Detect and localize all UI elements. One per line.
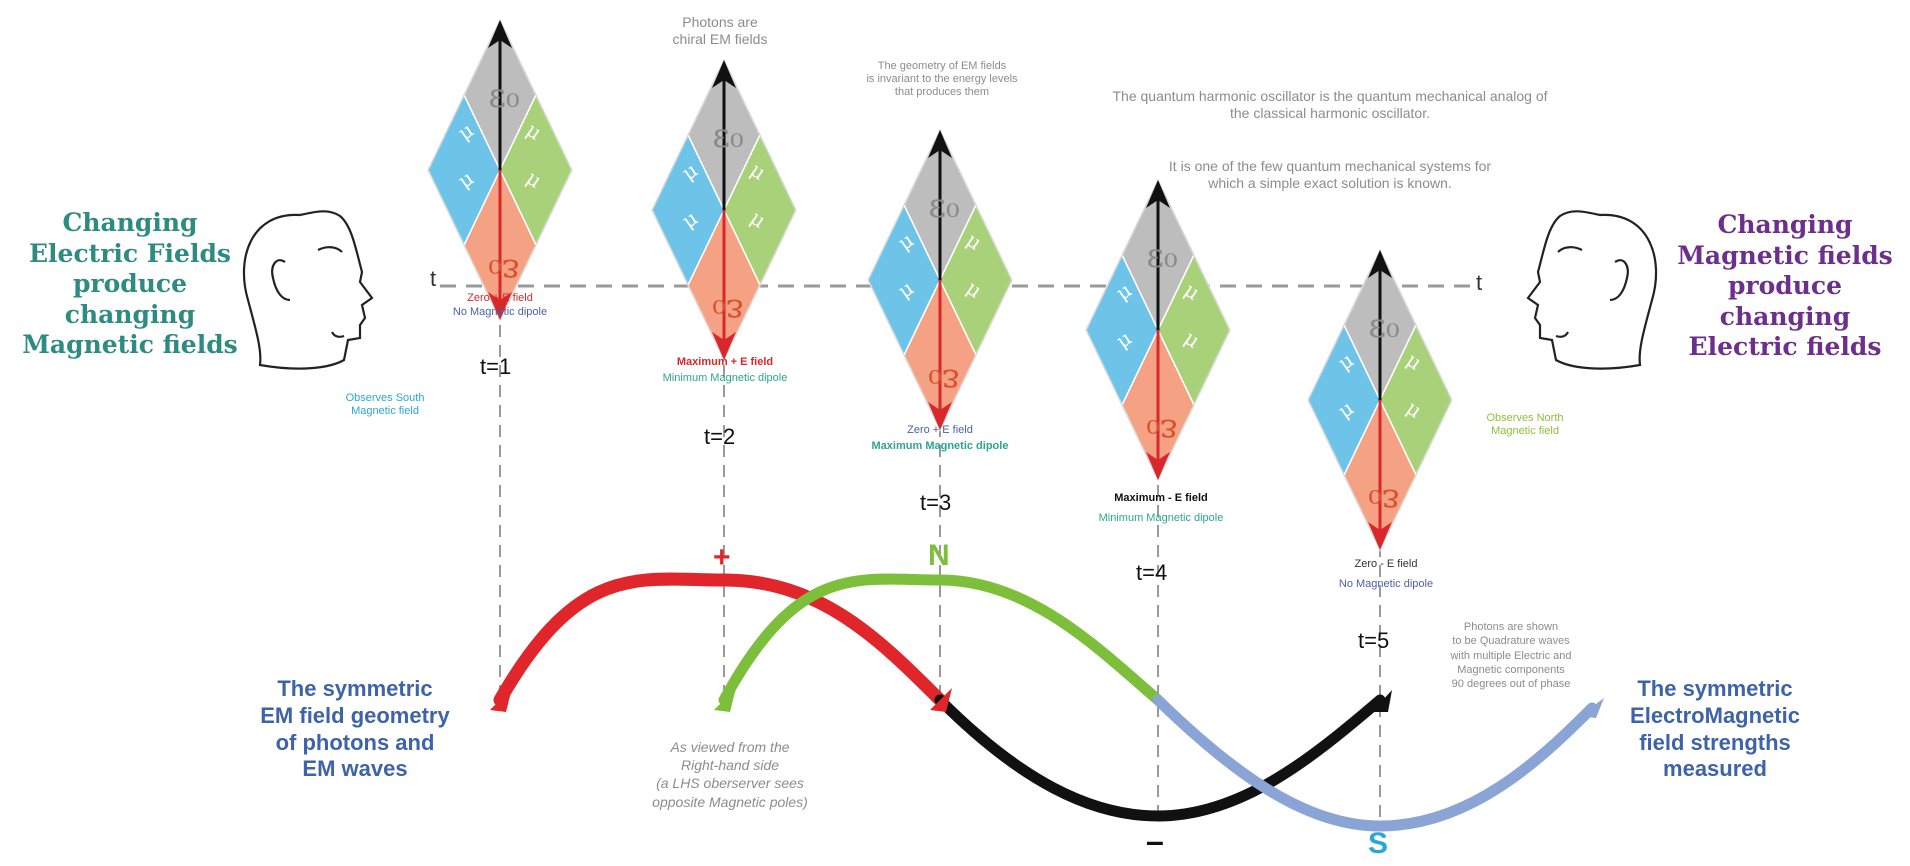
magnetic-south-wave xyxy=(1152,694,1598,832)
diamond-down-arrowhead xyxy=(712,332,736,360)
electric-negative-wave xyxy=(934,694,1386,822)
marker-minus: – xyxy=(1146,823,1164,859)
axis-t-right: t xyxy=(1476,270,1483,295)
t-label-5: t=5 xyxy=(1358,628,1390,653)
step-3-line1: Zero + E field xyxy=(907,424,973,436)
waves xyxy=(493,572,1598,832)
marker-north: N xyxy=(928,539,950,572)
step-5-line2: No Magnetic dipole xyxy=(1338,578,1434,590)
diamond-down-arrowhead xyxy=(1146,452,1170,480)
diamond-up-arrowhead xyxy=(488,20,512,48)
note-quadrature: Photons are shown to be Quadrature waves… xyxy=(1450,621,1572,691)
step-2-line2: Minimum Magnetic dipole xyxy=(662,372,788,384)
step-1-line2: No Magnetic dipole xyxy=(452,306,548,318)
t-label-2: t=2 xyxy=(704,424,736,449)
step-3-line2: Maximum Magnetic dipole xyxy=(871,440,1009,452)
epsilon-top-glyph: ε₀ xyxy=(1368,306,1399,346)
negative-wave-end-arrow xyxy=(1372,690,1392,712)
note-geometry: The geometry of EM fields is invariant t… xyxy=(866,60,1018,99)
t-label-1: t=1 xyxy=(480,354,512,379)
epsilon-top-glyph: ε₀ xyxy=(1146,236,1177,276)
electric-positive-wave xyxy=(493,572,947,707)
note-viewed-from: As viewed from the Right-hand side (a LH… xyxy=(652,739,808,810)
epsilon-bottom-glyph: ε₀ xyxy=(1146,411,1177,451)
diamond-down-arrowhead xyxy=(488,292,512,320)
diamond-up-arrowhead xyxy=(712,60,736,88)
epsilon-bottom-glyph: ε₀ xyxy=(712,291,743,331)
south-wave-end-arrow xyxy=(1580,698,1604,718)
epsilon-top-glyph: ε₀ xyxy=(712,116,743,156)
epsilon-bottom-glyph: ε₀ xyxy=(928,361,959,401)
note-photons-chiral: Photons are chiral EM fields xyxy=(672,14,768,47)
diamond-up-arrowhead xyxy=(928,130,952,158)
left-observer-head xyxy=(242,210,374,370)
diamond-up-arrowhead xyxy=(1368,250,1392,278)
t-label-3: t=3 xyxy=(920,490,952,515)
diamond-down-arrowhead xyxy=(928,402,952,430)
diamond-down-arrowhead xyxy=(1368,522,1392,550)
magnetic-north-wave xyxy=(718,573,1164,706)
step-5-line1: Zero - E field xyxy=(1354,558,1418,570)
observer-left-note: Observes South Magnetic field xyxy=(345,392,425,418)
step-4-line2: Minimum Magnetic dipole xyxy=(1098,512,1224,524)
magnetic-wave-start-arrow xyxy=(714,688,736,712)
right-title: Changing Magnetic fields produce changin… xyxy=(1677,210,1893,361)
t-label-4: t=4 xyxy=(1136,560,1168,585)
epsilon-bottom-glyph: ε₀ xyxy=(1368,481,1399,521)
bottom-right-title: The symmetric ElectroMagnetic field stre… xyxy=(1630,676,1800,782)
diamond-up-arrowhead xyxy=(1146,180,1170,208)
electric-wave-start-arrow xyxy=(490,688,512,712)
marker-plus: + xyxy=(713,541,731,574)
epsilon-top-glyph: ε₀ xyxy=(928,186,959,226)
epsilon-bottom-glyph: ε₀ xyxy=(488,251,519,291)
step-4-line1: Maximum - E field xyxy=(1114,492,1208,504)
marker-south: S xyxy=(1368,827,1389,860)
note-qho-2: It is one of the few quantum mechanical … xyxy=(1168,158,1492,191)
negative-wave-start-arrow xyxy=(930,688,952,712)
right-observer-head xyxy=(1526,210,1658,370)
note-qho-1: The quantum harmonic oscillator is the q… xyxy=(1112,88,1548,121)
epsilon-top-glyph: ε₀ xyxy=(488,76,519,116)
step-2-line1: Maximum + E field xyxy=(676,356,774,368)
axis-t-left: t xyxy=(430,266,437,291)
step-1-line1: Zero + E field xyxy=(467,292,533,304)
bottom-left-title: The symmetric EM field geometry of photo… xyxy=(260,676,450,782)
observer-right-note: Observes North Magnetic field xyxy=(1486,412,1564,438)
left-title: Changing Electric Fields produce changin… xyxy=(22,208,238,359)
